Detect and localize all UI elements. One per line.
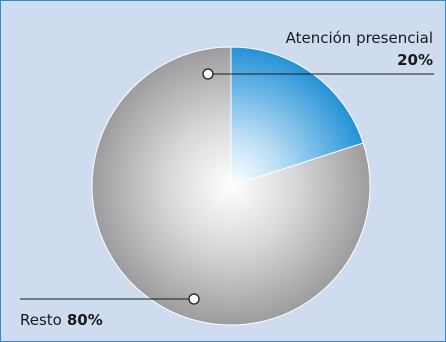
slice-label-resto: Resto — [20, 311, 62, 329]
leader-dot-presencial — [202, 68, 214, 80]
leader-dot-resto — [188, 293, 200, 305]
pie-slice-resto — [91, 46, 371, 326]
slice-value-presencial: 20% — [397, 51, 433, 69]
slice-label-presencial: Atención presencial — [286, 29, 433, 47]
slice-value-resto: 80% — [67, 311, 103, 329]
